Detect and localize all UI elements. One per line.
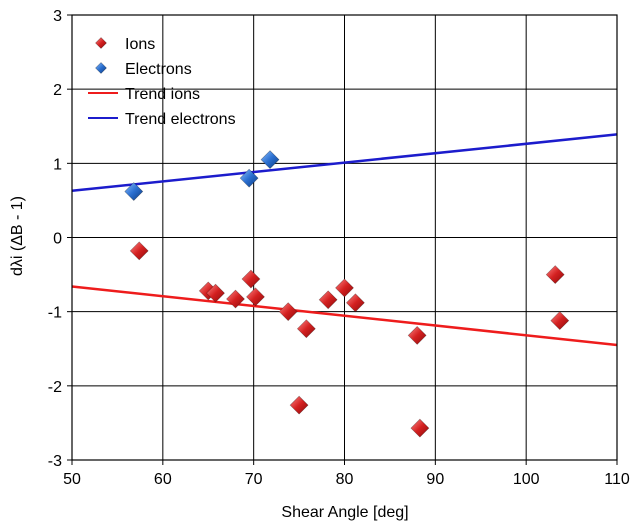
x-tick-label: 60: [154, 471, 172, 488]
x-tick-label: 110: [604, 471, 630, 488]
x-tick-label: 100: [513, 471, 540, 488]
x-tick-label: 50: [63, 471, 81, 488]
legend-label: Trend electrons: [125, 111, 236, 128]
ions-point: [407, 325, 427, 345]
legend-item-electrons: Electrons: [95, 61, 192, 78]
legend: Ions Electrons Trend ions Trend electrons: [88, 36, 236, 128]
electrons-point: [260, 150, 280, 170]
y-tick-label: 0: [53, 231, 62, 248]
y-tick-label: 3: [53, 8, 62, 25]
electrons-point: [124, 182, 144, 201]
ions-point: [241, 269, 261, 289]
trend-ions-line: [71, 285, 618, 347]
legend-label: Ions: [125, 36, 155, 53]
trend-electrons-line: [71, 133, 618, 193]
legend-label: Electrons: [125, 61, 192, 78]
ions-point: [129, 241, 149, 261]
legend-label: Trend ions: [125, 86, 200, 103]
legend-item-trend-electrons: Trend electrons: [88, 111, 236, 128]
ions-points: [129, 241, 570, 438]
ions-point: [410, 418, 430, 438]
ions-point: [289, 395, 309, 415]
ions-point: [345, 293, 365, 313]
y-tick-label: -1: [48, 305, 62, 322]
x-tick-label: 70: [245, 471, 263, 488]
y-axis-label: dλi (ΔB - 1): [9, 196, 26, 276]
ions-point: [296, 319, 316, 339]
ions-point: [226, 289, 245, 309]
legend-item-trend-ions: Trend ions: [88, 86, 200, 103]
y-tick-label: -3: [48, 453, 62, 470]
ions-point: [318, 290, 338, 310]
electrons-points: [124, 150, 280, 201]
tick-labels: 50 60 70 80 90 100 110 3 2 1 0 -1 -2 -3: [48, 8, 630, 488]
plot-border: [71, 14, 618, 461]
ions-point: [246, 287, 265, 307]
x-axis-label: Shear Angle [deg]: [281, 504, 408, 521]
electrons-point: [239, 168, 259, 188]
legend-marker: [95, 62, 107, 74]
y-tick-label: 2: [53, 82, 62, 99]
ions-point: [550, 311, 570, 330]
ions-point: [545, 265, 565, 285]
x-tick-label: 80: [336, 471, 354, 488]
series-layer: [71, 133, 618, 438]
y-tick-label: -2: [48, 379, 62, 396]
grid-lines: [72, 15, 617, 460]
plot-frame: [67, 14, 618, 465]
ions-point: [335, 278, 354, 298]
x-tick-label: 90: [426, 471, 444, 488]
legend-marker: [95, 37, 107, 49]
y-tick-label: 1: [53, 156, 62, 173]
ions-point: [278, 302, 298, 322]
ions-point: [206, 283, 225, 303]
legend-item-ions: Ions: [95, 36, 155, 53]
